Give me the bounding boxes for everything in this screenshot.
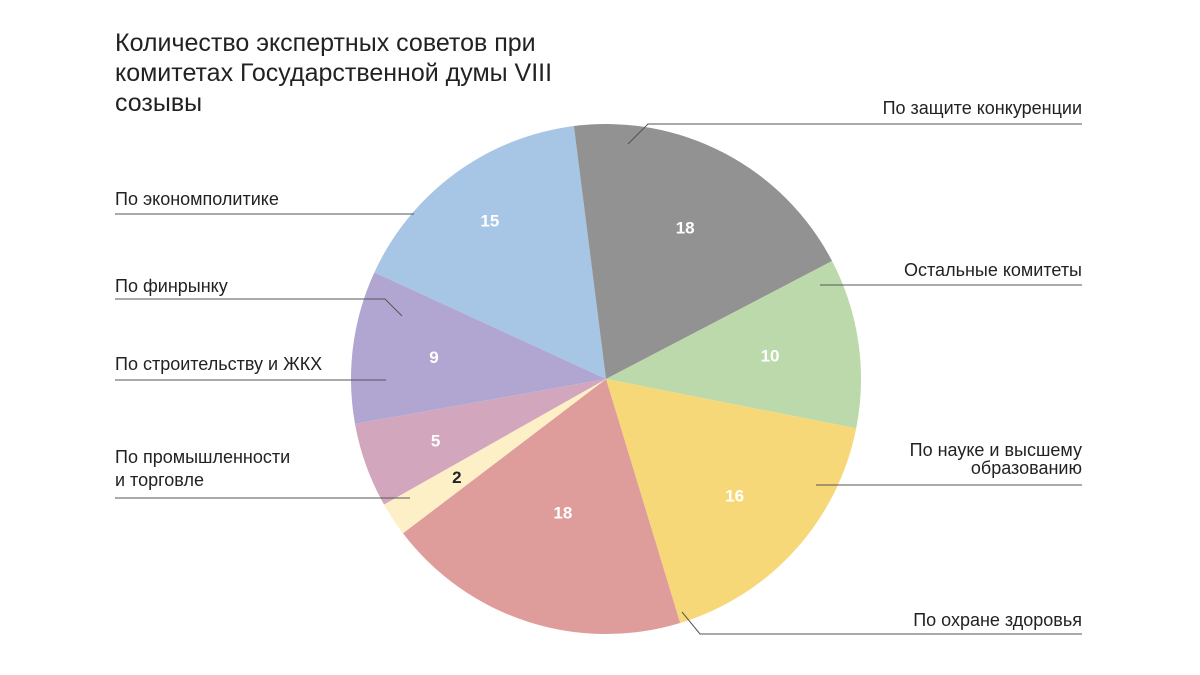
pie-slice <box>354 379 606 505</box>
pie-slice <box>573 123 833 379</box>
slice-value-label: 9 <box>429 348 438 367</box>
leader-lines <box>115 123 1082 635</box>
slice-value-label: 10 <box>761 346 780 365</box>
slice-category-label: По экономполитике <box>115 189 279 209</box>
pie-slice <box>606 261 861 429</box>
pie-slice <box>402 379 681 634</box>
slice-category-label: По науке и высшему образованию <box>910 440 1082 478</box>
leader-line <box>627 123 1082 145</box>
pie-slice <box>351 272 606 424</box>
slice-category-label: По финрынку <box>115 276 228 296</box>
slice-value-label: 15 <box>480 212 499 231</box>
slice-value-label: 18 <box>553 503 572 522</box>
slice-category-label: По промышленности и торговле <box>115 447 290 490</box>
slice-value-label: 16 <box>725 486 744 505</box>
slice-category-label: По строительству и ЖКХ <box>115 354 322 374</box>
chart-title: Количество экспертных советов при комите… <box>115 29 553 117</box>
pie-slice <box>374 126 606 379</box>
leader-line <box>681 611 1082 635</box>
slice-value-label: 18 <box>676 219 695 238</box>
slice-category-label: Остальные комитеты <box>904 260 1082 280</box>
pie-slice <box>384 379 606 534</box>
slice-value-label: 2 <box>452 468 461 487</box>
slice-value-label: 5 <box>431 431 440 450</box>
leader-line <box>115 298 403 317</box>
slice-category-label: По защите конкуренции <box>883 98 1082 118</box>
slice-category-label: По охране здоровья <box>913 610 1082 630</box>
pie-slices <box>351 123 861 634</box>
pie-slice <box>606 379 857 623</box>
